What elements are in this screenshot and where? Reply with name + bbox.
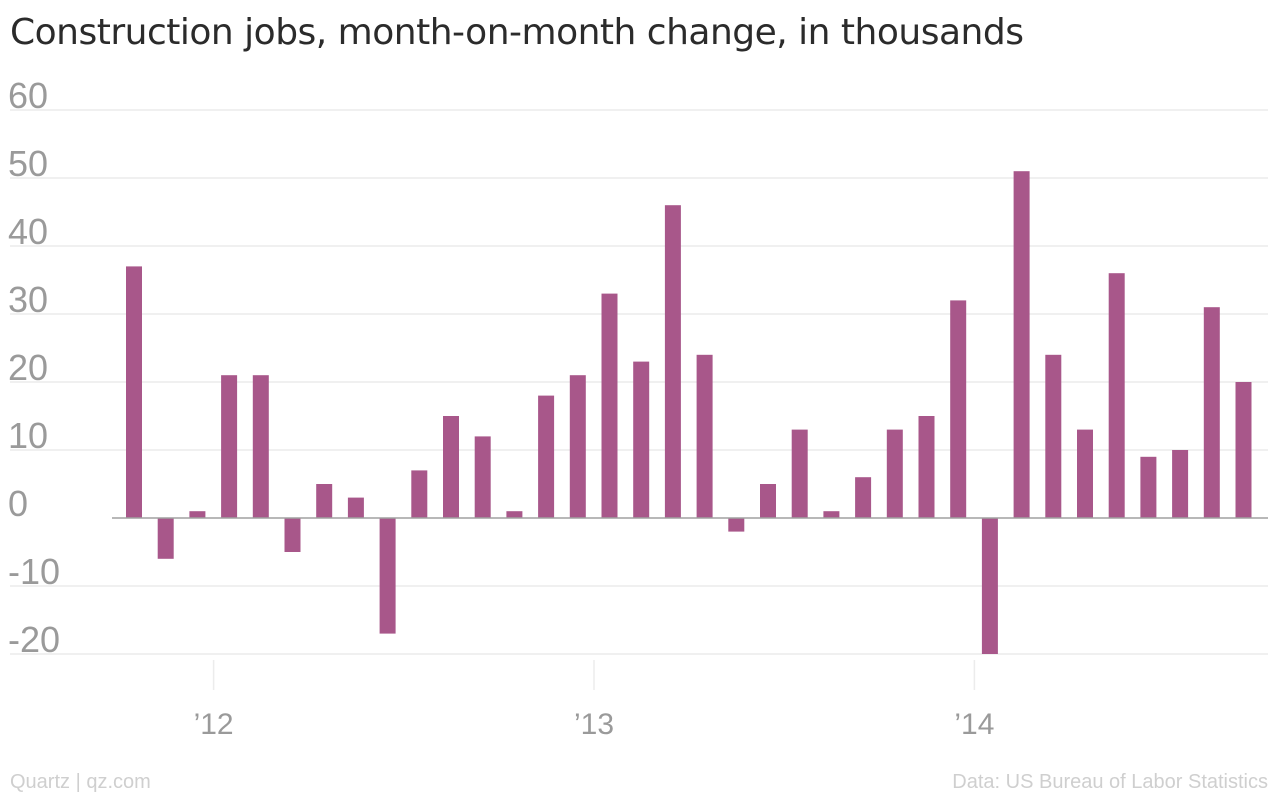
y-tick-label: 10 bbox=[8, 415, 48, 456]
bar bbox=[252, 375, 269, 518]
credit-text: Quartz | qz.com bbox=[10, 771, 151, 793]
chart-title: Construction jobs, month-on-month change… bbox=[10, 12, 1024, 53]
bar bbox=[1045, 354, 1062, 518]
bar bbox=[950, 300, 967, 518]
bar bbox=[855, 477, 872, 518]
bar bbox=[633, 361, 650, 518]
bar bbox=[379, 518, 396, 634]
bar bbox=[538, 395, 555, 518]
source-text: Data: US Bureau of Labor Statistics bbox=[952, 771, 1268, 793]
bar bbox=[284, 518, 301, 552]
y-tick-label: 40 bbox=[8, 211, 48, 252]
bar bbox=[1172, 450, 1189, 518]
bar bbox=[316, 484, 333, 518]
bar bbox=[918, 416, 935, 518]
y-axis-labels: 60 50 40 30 20 10 0 -10 -20 bbox=[8, 75, 60, 660]
bar bbox=[1077, 429, 1093, 518]
bar bbox=[1203, 307, 1220, 518]
bar bbox=[696, 354, 713, 518]
bar bbox=[506, 511, 523, 518]
y-tick-label: 60 bbox=[8, 75, 48, 116]
bar bbox=[1140, 456, 1157, 518]
bar bbox=[1235, 382, 1252, 518]
bar bbox=[1108, 273, 1125, 518]
bar bbox=[981, 518, 998, 654]
bar bbox=[760, 484, 776, 518]
bar bbox=[1013, 171, 1030, 518]
bar bbox=[189, 511, 206, 518]
bar bbox=[221, 375, 238, 518]
x-tick-label: ’14 bbox=[954, 708, 994, 741]
bar bbox=[791, 429, 808, 518]
bar bbox=[347, 497, 364, 518]
y-tick-label: -20 bbox=[8, 619, 60, 660]
y-tick-label: 30 bbox=[8, 279, 48, 320]
bar bbox=[664, 205, 681, 518]
bar bbox=[474, 436, 491, 518]
bars bbox=[126, 171, 1252, 654]
bar bbox=[411, 470, 428, 518]
bar bbox=[569, 375, 586, 518]
bar bbox=[126, 266, 142, 518]
bar bbox=[601, 293, 618, 518]
bar bbox=[443, 416, 459, 518]
y-tick-label: 20 bbox=[8, 347, 48, 388]
y-tick-label: -10 bbox=[8, 551, 60, 592]
x-tick-label: ’12 bbox=[194, 708, 234, 741]
bar bbox=[886, 429, 903, 518]
x-tick-label: ’13 bbox=[574, 708, 614, 741]
bar bbox=[157, 518, 174, 559]
x-axis-ticks: ’12 ’13 ’14 bbox=[194, 660, 994, 741]
bar bbox=[823, 511, 840, 518]
y-tick-label: 50 bbox=[8, 143, 48, 184]
y-tick-label: 0 bbox=[8, 483, 28, 524]
bar bbox=[728, 518, 745, 532]
